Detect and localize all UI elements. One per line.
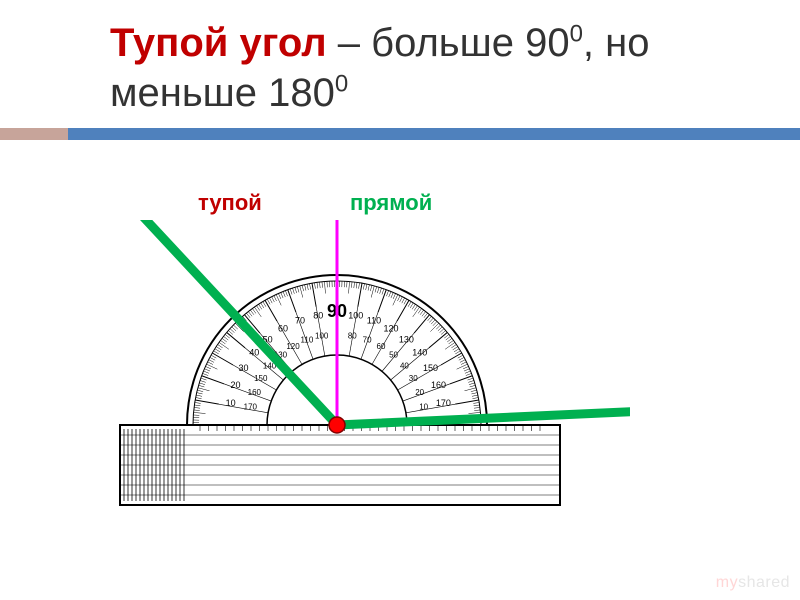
slide-title: Тупой угол – больше 900, но меньше 1800 [0,0,800,118]
svg-text:70: 70 [295,316,305,326]
watermark: myshared [716,574,790,592]
title-sup-2: 0 [335,71,348,98]
svg-text:150: 150 [423,363,438,373]
svg-text:100: 100 [315,331,329,340]
figure: тупой прямой 102030405060708090100110120… [110,190,630,540]
svg-text:40: 40 [400,361,409,370]
accent-divider [0,128,800,140]
svg-text:130: 130 [399,334,414,344]
svg-text:100: 100 [348,311,363,321]
title-line-1: Тупой угол – больше 900, но меньше 1800 [110,18,800,118]
svg-text:160: 160 [248,388,262,397]
protractor-diagram: 1020304050607080901001101201301401501601… [110,220,630,540]
svg-text:60: 60 [278,323,288,333]
svg-text:80: 80 [348,331,357,340]
title-emphasis: Тупой угол [110,21,327,65]
svg-text:170: 170 [436,398,451,408]
svg-text:30: 30 [238,363,248,373]
svg-text:150: 150 [254,374,268,383]
svg-text:160: 160 [431,380,446,390]
watermark-part2: shared [738,574,790,591]
title-sup-1: 0 [570,21,583,48]
svg-text:140: 140 [412,348,427,358]
label-obtuse: тупой [198,190,262,216]
svg-text:80: 80 [313,311,323,321]
svg-text:20: 20 [231,380,241,390]
svg-text:40: 40 [249,348,259,358]
svg-text:50: 50 [389,351,398,360]
accent-segment-a [0,128,68,140]
svg-text:60: 60 [377,342,386,351]
label-right: прямой [350,190,432,216]
svg-text:20: 20 [415,388,424,397]
svg-text:170: 170 [244,403,258,412]
svg-text:10: 10 [226,398,236,408]
accent-segment-b [68,128,800,140]
title-rest-1: – больше 90 [327,21,570,65]
svg-text:120: 120 [383,323,398,333]
svg-text:70: 70 [363,335,372,344]
watermark-part1: my [716,574,738,591]
svg-text:120: 120 [286,342,300,351]
svg-text:30: 30 [409,374,418,383]
svg-text:110: 110 [301,335,314,344]
svg-text:10: 10 [419,403,428,412]
svg-text:110: 110 [367,316,381,326]
